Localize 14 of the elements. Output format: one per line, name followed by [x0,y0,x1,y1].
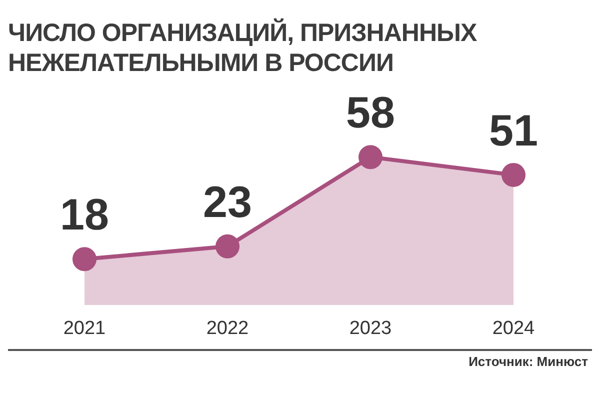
point [358,145,382,170]
data-label: 51 [489,106,538,156]
data-label: 18 [60,190,109,240]
x-tick-label: 2023 [349,318,392,339]
point [502,162,526,187]
x-tick-label: 2024 [492,318,536,339]
chart-title: ЧИСЛО ОРГАНИЗАЦИЙ, ПРИЗНАННЫХ НЕЖЕЛАТЕЛЬНЫМИ В РОССИИ [8,18,478,78]
data-label: 23 [203,178,252,227]
point [72,247,96,272]
x-tick-label: 2022 [206,318,249,339]
x-tick-label: 2021 [63,318,106,339]
text: Источник: Минюст [468,354,588,369]
data-label: 58 [346,88,395,138]
point [216,234,240,258]
